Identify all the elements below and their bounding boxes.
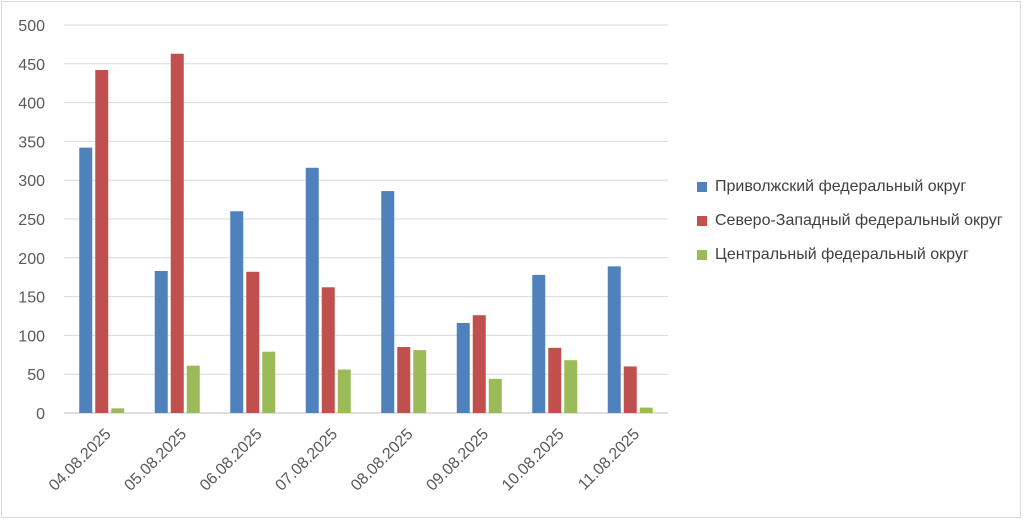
y-axis-ticks: 0 50 100 150 200 250 300 350 400 450 500 — [18, 18, 45, 423]
y-tick-label: 0 — [36, 406, 45, 423]
gridlines — [64, 24, 668, 414]
bar-series-2 — [337, 369, 351, 413]
legend-swatch-centralny — [697, 250, 707, 260]
y-tick-label: 500 — [18, 18, 45, 35]
bar-series-2 — [488, 378, 502, 413]
bar-series-0 — [381, 191, 395, 413]
legend: Приволжский федеральный округ Северо-Зап… — [697, 175, 1007, 267]
bar-series-0 — [607, 266, 621, 413]
bar-series-2 — [639, 407, 653, 413]
y-tick-label: 250 — [18, 212, 45, 229]
y-tick-label: 50 — [27, 367, 45, 384]
bar-series-0 — [305, 167, 319, 413]
y-tick-label: 450 — [18, 57, 45, 74]
y-tick-label: 200 — [18, 251, 45, 268]
bar-series-2 — [111, 408, 125, 413]
x-tick-label: 08.08.2025 — [348, 426, 417, 495]
legend-item-privolzhsky: Приволжский федеральный округ — [697, 175, 1007, 199]
x-tick-label: 07.08.2025 — [272, 426, 341, 495]
legend-swatch-privolzhsky — [697, 182, 707, 192]
bar-series-0 — [456, 322, 470, 413]
bar-series-1 — [170, 53, 184, 413]
x-tick-label: 05.08.2025 — [121, 426, 190, 495]
bar-series-0 — [230, 211, 244, 413]
bars — [79, 53, 653, 414]
y-tick-label: 100 — [18, 328, 45, 345]
bar-series-2 — [413, 350, 427, 413]
legend-item-severo-zapadny: Северо-Западный федеральный округ — [697, 209, 1007, 233]
x-tick-label: 11.08.2025 — [575, 426, 643, 494]
legend-label-severo-zapadny: Северо-Западный федеральный округ — [715, 212, 1003, 229]
x-tick-label: 04.08.2025 — [46, 426, 115, 495]
bar-series-0 — [154, 270, 168, 413]
legend-item-centralny: Центральный федеральный округ — [697, 243, 1007, 267]
bar-series-1 — [95, 70, 109, 414]
bar-series-2 — [186, 365, 200, 413]
bar-series-1 — [623, 366, 637, 413]
bar-series-1 — [321, 287, 335, 413]
bar-series-2 — [262, 351, 276, 413]
bar-series-0 — [532, 274, 546, 413]
y-tick-label: 350 — [18, 134, 45, 151]
bar-series-1 — [246, 271, 260, 413]
x-axis-ticks: 04.08.2025 05.08.2025 06.08.2025 07.08.2025… — [46, 426, 643, 495]
legend-label-privolzhsky: Приволжский федеральный округ — [715, 178, 967, 195]
legend-label-centralny: Центральный федеральный округ — [715, 246, 969, 263]
bar-series-2 — [564, 360, 578, 413]
legend-swatch-severo-zapadny — [697, 216, 707, 226]
x-tick-label: 06.08.2025 — [197, 426, 266, 495]
bar-series-1 — [397, 347, 411, 413]
y-tick-label: 150 — [18, 290, 45, 307]
y-tick-label: 300 — [18, 173, 45, 190]
bar-series-1 — [472, 315, 486, 413]
bar-series-0 — [79, 147, 93, 413]
bar-series-1 — [548, 347, 562, 413]
x-tick-label: 10.08.2025 — [499, 426, 568, 495]
x-tick-label: 09.08.2025 — [423, 426, 492, 495]
y-tick-label: 400 — [18, 96, 45, 113]
